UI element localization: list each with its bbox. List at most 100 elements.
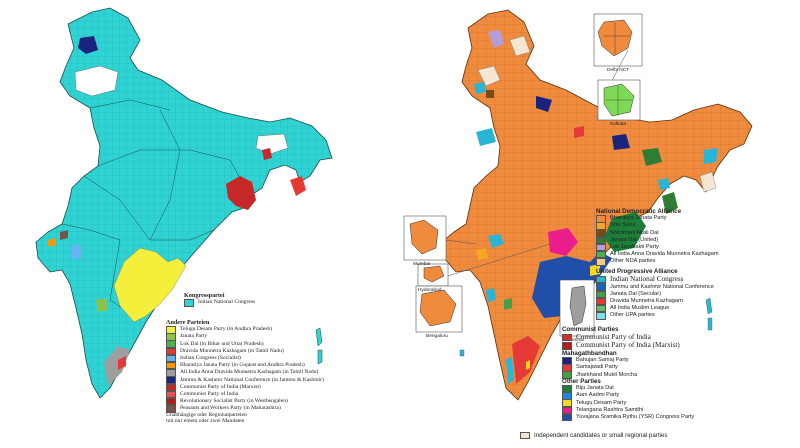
legend-swatch <box>520 431 530 440</box>
caption-kolkata: Kolkata <box>610 122 626 127</box>
inset-mumbai <box>403 215 477 261</box>
legend-label: Jammu and Kashmir National Conference <box>610 283 714 290</box>
legend-swatch <box>562 357 572 365</box>
right-legend-communist: Communist Parties Communist Party of Ind… <box>562 326 680 350</box>
legend-swatch <box>562 385 572 393</box>
caption-hyderabad: Hyderabad <box>418 288 442 293</box>
legend-item: Other NDA parties <box>596 258 719 266</box>
caption-bengaluru: Bengaluru <box>426 334 448 339</box>
legend-item: All India Anna Dravida Munnetra Kazhagam <box>596 250 719 259</box>
legend-swatch <box>166 376 176 384</box>
legend-swatch <box>166 333 176 341</box>
legend-swatch <box>596 250 606 259</box>
legend-swatch <box>596 215 606 223</box>
independent-label: Independent candidates or small regional… <box>534 432 668 439</box>
legend-swatch <box>562 371 572 379</box>
legend-label: Communist Party of India <box>180 390 239 397</box>
legend-label: Dravida Munnetra Kazhagam (in Tamil Nadu… <box>180 347 284 354</box>
left-legend-other: Andere Parteien Telugu Desam Party (in A… <box>166 319 324 425</box>
legend-item: Indian National Congress <box>596 274 714 284</box>
other-parties-heading: Andere Parteien <box>166 319 210 326</box>
legend-label: Telugu Desam Party <box>576 399 627 406</box>
inset-chennai <box>559 279 595 337</box>
legend-swatch <box>166 390 176 399</box>
legend-label: Indian National Congress <box>610 274 684 283</box>
communist-heading: Communist Parties <box>562 326 619 333</box>
legend-item: Telangana Rashtra Samithi <box>562 406 694 415</box>
right-legend-upa: United Progressive Alliance Indian Natio… <box>596 268 714 320</box>
legend-label: Telugu Desam Party (in Andhra Pradesh) <box>180 326 273 333</box>
legend-label: Samajwadi Party <box>576 364 618 371</box>
legend-label: Jharkhand Mukti Morcha <box>576 371 638 378</box>
right-legend-mgb: Mahagathbandhan Bahujan Samaj Party Samaj… <box>562 350 637 379</box>
legend-label: Communist Party of India <box>576 332 651 341</box>
legend-item: Jharkhand Mukti Morcha <box>562 371 638 379</box>
legend-item: Bharatiya Janata Party (in Gujarat und A… <box>166 361 324 370</box>
right-legend-others: Other Parties Biju Janata Dal Aam Aadmi P… <box>562 378 694 422</box>
legend-label: Janata Dal (Secular) <box>610 290 661 297</box>
legend-label: Revolutionary Socialist Party (in Westbe… <box>180 398 288 405</box>
legend-item: Indian Congress (Socialist) <box>166 354 324 363</box>
legend-item: All India Anna Dravida Munnetra Kazhagam… <box>166 369 324 377</box>
legend-swatch <box>562 406 572 415</box>
legend-label: Dravida Munnetra Kazhagam <box>610 297 683 304</box>
legend-item: Indian National Congress <box>184 299 256 307</box>
caption-mumbai: Mumbai <box>413 262 431 267</box>
legend-swatch <box>596 236 606 245</box>
legend-label: Indian National Congress <box>198 299 256 306</box>
legend-item: Lok Dal (in Bihar und Uttar Pradesh) <box>166 340 324 348</box>
inset-kolkata <box>597 79 641 121</box>
legend-swatch <box>166 347 176 356</box>
legend-swatch <box>596 304 606 313</box>
legend-item: Yuvajana Sramika Rythu (YSR) Congress Pa… <box>562 413 694 422</box>
legend-item: Dravida Munnetra Kazhagam (in Tamil Nadu… <box>166 347 324 356</box>
legend-label: Lok Dal (in Bihar und Uttar Pradesh) <box>180 340 264 347</box>
legend-item: Janata Dal (United) <box>596 236 719 245</box>
nda-heading: National Democratic Alliance <box>596 208 682 215</box>
legend-item: Janata Dal (Secular) <box>596 290 714 299</box>
legend-item: Bharatiya Janata Party <box>596 215 719 223</box>
legend-swatch <box>596 243 606 252</box>
legend-item: Janata Party <box>166 333 324 341</box>
legend-swatch <box>562 392 572 400</box>
upa-heading: United Progressive Alliance <box>596 268 678 275</box>
left-jk-region <box>78 36 98 54</box>
legend-item: Communist Party of India (Marxist) <box>166 383 324 392</box>
legend-label: Indian Congress (Socialist) <box>180 354 241 361</box>
mgb-heading: Mahagathbandhan <box>562 350 617 357</box>
caption-chennai: Chennai <box>566 338 584 343</box>
legend-swatch <box>596 222 606 230</box>
legend-label: Communist Party of India (Marxist) <box>180 383 261 390</box>
inset-delhi <box>593 13 643 97</box>
legend-swatch <box>166 326 176 334</box>
legend-label: Janata Dal (United) <box>610 236 659 243</box>
legend-item: Communist Party of India (Marxist) <box>562 341 680 350</box>
legend-swatch <box>596 229 606 237</box>
legend-swatch <box>184 299 194 307</box>
congress-heading: Kongresspartei <box>184 292 225 299</box>
legend-swatch <box>562 333 572 342</box>
legend-label: Peasants and Workers Party (in Maharasht… <box>180 405 281 412</box>
legend-swatch <box>596 275 606 284</box>
legend-label: Biju Janata Dal <box>576 385 614 392</box>
right-india-map <box>441 9 753 401</box>
right-legend-independent: Independent candidates or small regional… <box>520 431 668 440</box>
legend-swatch <box>596 297 606 306</box>
legend-label: Lok Janshakti Party <box>610 243 659 250</box>
legend-label: Jammu & Kashmir National Conference (in … <box>180 376 324 383</box>
legend-item: Jammu and Kashmir National Conference <box>596 283 714 291</box>
legend-swatch <box>166 405 176 413</box>
left-andhra-tdp <box>113 247 187 323</box>
right-odisha-bjd <box>604 212 646 252</box>
legend-item: Other UPA parties <box>596 312 714 320</box>
legend-swatch <box>166 397 176 406</box>
legend-label: Shiv Sena <box>610 222 636 229</box>
legend-label: Communist Party of India (Marxist) <box>576 341 680 350</box>
legend-item: Telugu Desam Party (in Andhra Pradesh) <box>166 326 324 334</box>
legend-label: Other UPA parties <box>610 312 655 319</box>
legend-swatch <box>596 258 606 266</box>
legend-swatch <box>166 354 176 363</box>
left-legend-congress: Kongresspartei Indian National Congress <box>184 292 256 307</box>
legend-label: Bharatiya Janata Party (in Gujarat und A… <box>180 362 305 369</box>
legend-swatch <box>166 361 176 370</box>
